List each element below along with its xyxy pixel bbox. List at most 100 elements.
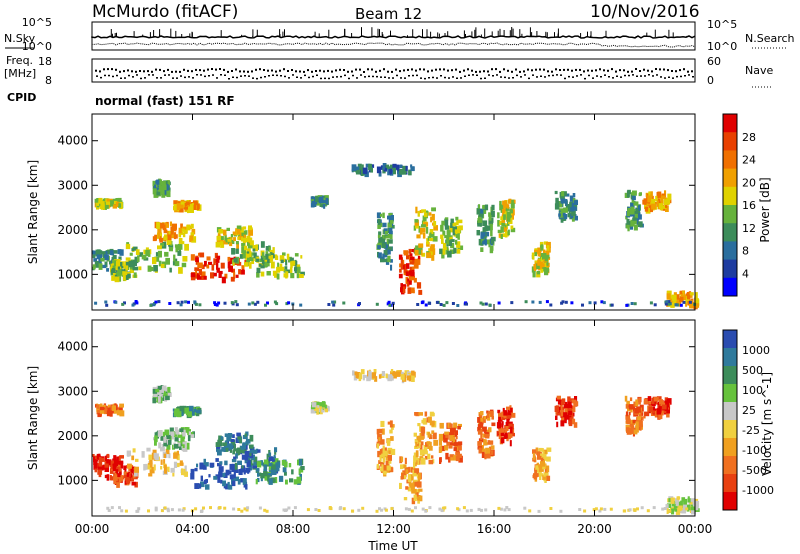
heatmap-cell [215, 442, 220, 447]
heatmap-cell [149, 462, 153, 468]
heatmap-cell [482, 240, 488, 245]
heatmap-cell [279, 255, 285, 261]
heatmap-cell [194, 467, 198, 472]
nave-mark [536, 76, 538, 78]
heatmap-cell [538, 266, 543, 271]
heatmap-cell [257, 472, 260, 477]
heatmap-cell [675, 294, 680, 300]
heatmap-cell [382, 445, 385, 452]
heatmap-cell [583, 509, 587, 513]
heatmap-cell [168, 244, 174, 249]
heatmap-cell [402, 374, 405, 381]
nave-mark [212, 74, 214, 76]
heatmap-cell [274, 272, 278, 278]
freq-mark [155, 68, 157, 71]
nave-mark [684, 75, 686, 77]
freq-mark [427, 70, 429, 73]
heatmap-cell [388, 303, 392, 307]
heatmap-cell [225, 469, 230, 476]
heatmap-cell [540, 263, 545, 268]
heatmap-cell [104, 461, 109, 468]
heatmap-cell [572, 418, 576, 425]
nave-mark [224, 74, 226, 76]
freq-mark [651, 70, 653, 73]
heatmap-cell [125, 273, 131, 279]
noise-tick-high-right: 10^5 [707, 18, 737, 31]
heatmap-cell [421, 300, 425, 304]
nave-mark [272, 74, 274, 76]
nave-mark [452, 76, 454, 78]
heatmap-cell [499, 507, 503, 511]
heatmap-cell [382, 222, 387, 228]
heatmap-cell [200, 481, 205, 488]
heatmap-cell [321, 200, 326, 204]
heatmap-cell [379, 439, 385, 445]
heatmap-cell [561, 191, 565, 197]
heatmap-cell [158, 395, 161, 403]
colorbar-segment [723, 474, 737, 493]
heatmap-cell [223, 240, 228, 245]
heatmap-cell [124, 509, 128, 513]
heatmap-cell [656, 396, 662, 401]
heatmap-cell [490, 239, 495, 244]
heatmap-cell [148, 454, 152, 460]
heatmap-cell [484, 302, 488, 306]
nave-mark [140, 77, 142, 80]
heatmap-cell [256, 258, 260, 262]
heatmap-cell [664, 302, 668, 306]
freq-mark [591, 69, 593, 72]
freq-mark [191, 70, 193, 73]
heatmap-cell [94, 260, 100, 268]
heatmap-cell [252, 257, 255, 261]
heatmap-cell [415, 245, 420, 251]
heatmap-cell [633, 210, 637, 217]
freq-mark [615, 70, 617, 73]
heatmap-cell [455, 216, 459, 221]
nave-mark [320, 77, 322, 80]
heatmap-cell [268, 468, 272, 474]
heatmap-cell [503, 429, 508, 434]
heatmap-cell [355, 171, 360, 175]
heatmap-cell [630, 202, 635, 210]
heatmap-cell [224, 460, 228, 466]
freq-mark [631, 70, 633, 73]
heatmap-cell [248, 468, 251, 473]
heatmap-cell [153, 265, 158, 272]
heatmap-cell [694, 303, 700, 308]
heatmap-cell [96, 201, 100, 206]
heatmap-cell [244, 245, 248, 251]
heatmap-cell [385, 235, 390, 239]
heatmap-cell [163, 453, 166, 459]
nave-mark [96, 75, 98, 77]
nave-mark [144, 77, 146, 79]
nave-mark [628, 74, 630, 77]
heatmap-cell [387, 215, 392, 220]
heatmap-cell [246, 248, 251, 252]
heatmap-cell [439, 303, 443, 306]
heatmap-cell [163, 506, 167, 510]
heatmap-cell [393, 375, 396, 379]
heatmap-cell [633, 508, 637, 512]
heatmap-cell [540, 448, 544, 451]
heatmap-cell [559, 211, 563, 218]
heatmap-cell [243, 470, 246, 475]
freq-mark [227, 70, 229, 73]
heatmap-cell [374, 376, 378, 382]
heatmap-cell [113, 250, 118, 254]
heatmap-cell [444, 219, 449, 227]
nave-mark [100, 76, 102, 79]
heatmap-cell [675, 500, 679, 507]
heatmap-cell [297, 266, 301, 274]
heatmap-cell [198, 252, 201, 256]
heatmap-cell [499, 220, 503, 225]
heatmap-cell [504, 212, 509, 218]
nave-mark [180, 75, 182, 77]
heatmap-cell [321, 401, 326, 408]
heatmap-cell [147, 464, 152, 470]
heatmap-cell [115, 469, 119, 475]
heatmap-cell [687, 496, 690, 503]
heatmap-cell [489, 440, 494, 445]
heatmap-cell [549, 507, 553, 510]
heatmap-cell [201, 276, 204, 280]
